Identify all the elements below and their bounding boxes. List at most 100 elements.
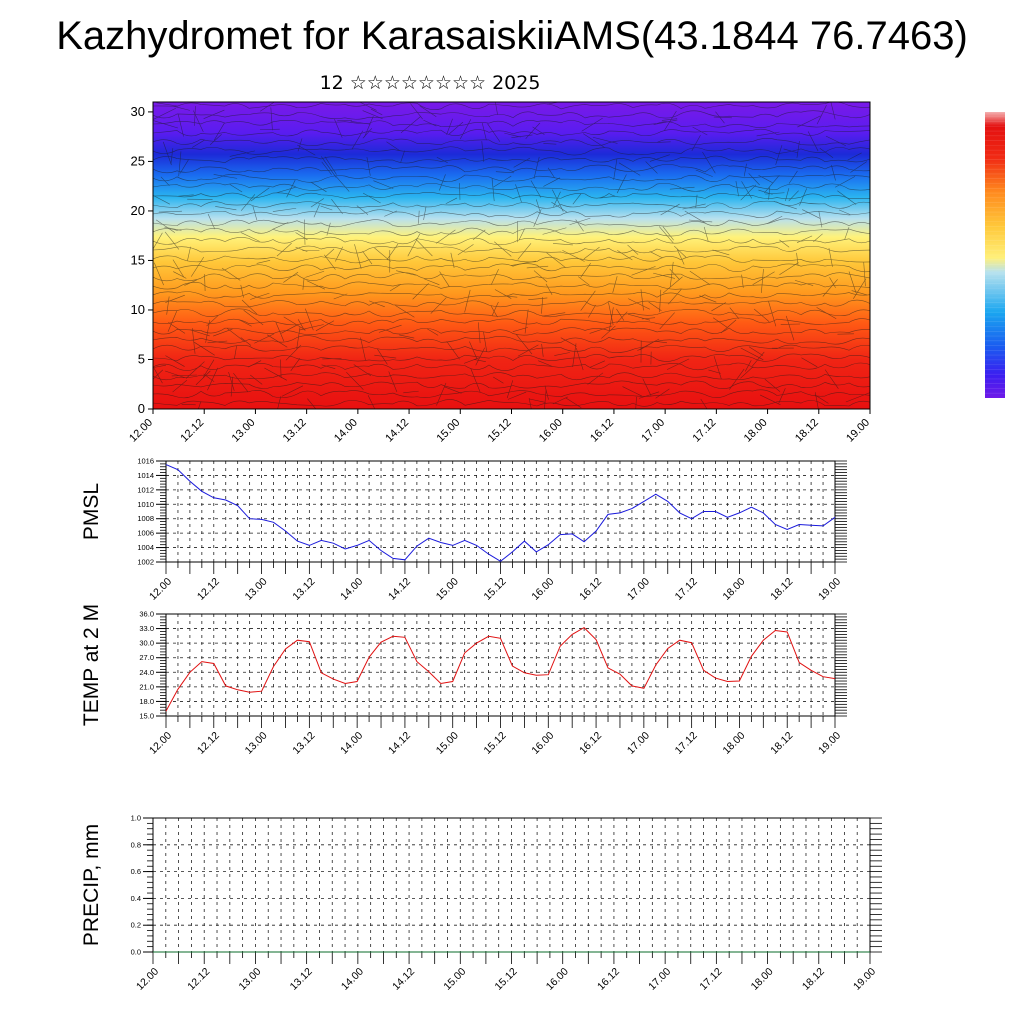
wind-barb bbox=[729, 307, 740, 319]
wind-barb bbox=[481, 141, 485, 162]
y-tick-label: 1002 bbox=[137, 558, 154, 567]
wind-barb bbox=[234, 345, 237, 359]
y-tick-label: 1014 bbox=[137, 471, 154, 480]
wind-barb bbox=[767, 215, 783, 224]
wind-barb bbox=[449, 121, 464, 135]
wind-barb bbox=[796, 235, 813, 243]
wind-barb bbox=[399, 334, 415, 339]
wind-barb bbox=[299, 324, 324, 331]
x-tick-label: 18.12 bbox=[800, 966, 827, 993]
wind-barb bbox=[194, 341, 215, 356]
wind-barb bbox=[674, 245, 687, 258]
wind-barb bbox=[587, 372, 604, 385]
wind-barb bbox=[582, 133, 605, 148]
wind-barb bbox=[172, 259, 185, 278]
wind-barb bbox=[779, 262, 799, 276]
wind-barb bbox=[601, 325, 616, 339]
wind-barb bbox=[324, 248, 335, 258]
wind-barb bbox=[638, 391, 660, 399]
wind-barb bbox=[395, 305, 415, 318]
wind-barb bbox=[541, 343, 544, 357]
wind-barb bbox=[578, 276, 590, 286]
wind-streamline bbox=[153, 263, 870, 273]
wind-barb bbox=[756, 131, 780, 137]
wind-barb bbox=[752, 351, 765, 367]
x-tick-label: 12.00 bbox=[147, 730, 174, 757]
x-tick-label: 18.12 bbox=[768, 730, 795, 757]
wind-barb bbox=[575, 347, 584, 371]
x-tick-label: 18.00 bbox=[720, 730, 747, 757]
wind-barb bbox=[764, 378, 781, 392]
wind-streamline bbox=[153, 138, 870, 147]
wind-barb bbox=[589, 325, 613, 334]
wind-barb bbox=[491, 301, 499, 316]
wind-barb bbox=[544, 385, 549, 400]
wind-barb bbox=[528, 297, 548, 300]
x-tick-label: 17.00 bbox=[639, 417, 667, 445]
wind-barb bbox=[493, 175, 512, 188]
wind-barb bbox=[313, 204, 320, 218]
wind-barb bbox=[612, 276, 618, 293]
wind-barb bbox=[682, 203, 706, 210]
wind-barb bbox=[627, 313, 651, 321]
wind-barb bbox=[190, 256, 205, 277]
x-tick-label: 12.12 bbox=[195, 730, 222, 757]
wind-barb bbox=[178, 194, 194, 197]
wind-barb bbox=[635, 396, 637, 409]
wind-barb bbox=[863, 262, 866, 287]
wind-barb bbox=[663, 110, 677, 131]
y-tick-label: 1008 bbox=[137, 514, 154, 523]
wind-barb bbox=[256, 259, 271, 264]
wind-barb bbox=[179, 159, 189, 174]
wind-barb bbox=[788, 190, 799, 202]
wind-barb bbox=[233, 372, 249, 393]
wind-barb bbox=[281, 324, 299, 334]
wind-streamline bbox=[153, 245, 870, 254]
wind-barb bbox=[153, 232, 163, 250]
wind-barb bbox=[689, 270, 711, 285]
wind-streamline bbox=[153, 182, 870, 192]
x-tick-label: 18.12 bbox=[768, 576, 795, 603]
wind-barb bbox=[847, 152, 862, 161]
wind-barb bbox=[170, 148, 174, 164]
pmsl-panel: 1002 1004 1006 1008 1010 1012 1014 1016 12.00 12.… bbox=[80, 457, 847, 603]
wind-barb bbox=[695, 194, 698, 208]
wind-streamline bbox=[153, 291, 870, 300]
wind-barb bbox=[153, 194, 170, 205]
wind-barb bbox=[628, 298, 651, 310]
wind-barb bbox=[187, 246, 191, 261]
wind-barb bbox=[321, 156, 337, 178]
wind-streamline bbox=[153, 372, 870, 381]
wind-barb bbox=[389, 284, 401, 292]
wind-barb bbox=[320, 205, 333, 211]
wind-barb bbox=[444, 386, 462, 394]
wind-barb bbox=[848, 271, 857, 294]
wind-barb bbox=[276, 186, 296, 194]
wind-barb bbox=[617, 250, 633, 261]
wind-barb bbox=[240, 284, 244, 298]
wind-barb bbox=[816, 105, 827, 125]
wind-barb bbox=[547, 167, 555, 179]
wind-barbs bbox=[153, 102, 870, 409]
wind-barb bbox=[424, 278, 440, 286]
x-tick-label: 15.12 bbox=[493, 966, 520, 993]
wind-barb bbox=[616, 308, 625, 321]
wind-barb bbox=[616, 174, 627, 194]
wind-barb bbox=[310, 198, 325, 208]
x-tick-label: 16.00 bbox=[529, 576, 556, 603]
wind-barb bbox=[364, 116, 374, 138]
wind-barb bbox=[241, 299, 258, 315]
x-tick-label: 19.00 bbox=[816, 576, 843, 603]
wind-barb bbox=[203, 109, 225, 119]
wind-barb bbox=[785, 315, 795, 341]
wind-barb bbox=[669, 186, 695, 190]
wind-barb bbox=[362, 128, 373, 139]
y-tick-label: 27.0 bbox=[139, 653, 154, 662]
wind-barb bbox=[589, 360, 605, 368]
wind-barb bbox=[713, 356, 722, 380]
wind-barb bbox=[192, 139, 205, 148]
wind-barb bbox=[250, 374, 263, 385]
wind-barb bbox=[446, 341, 460, 360]
wind-barb bbox=[533, 270, 548, 283]
wind-barb bbox=[553, 243, 573, 246]
